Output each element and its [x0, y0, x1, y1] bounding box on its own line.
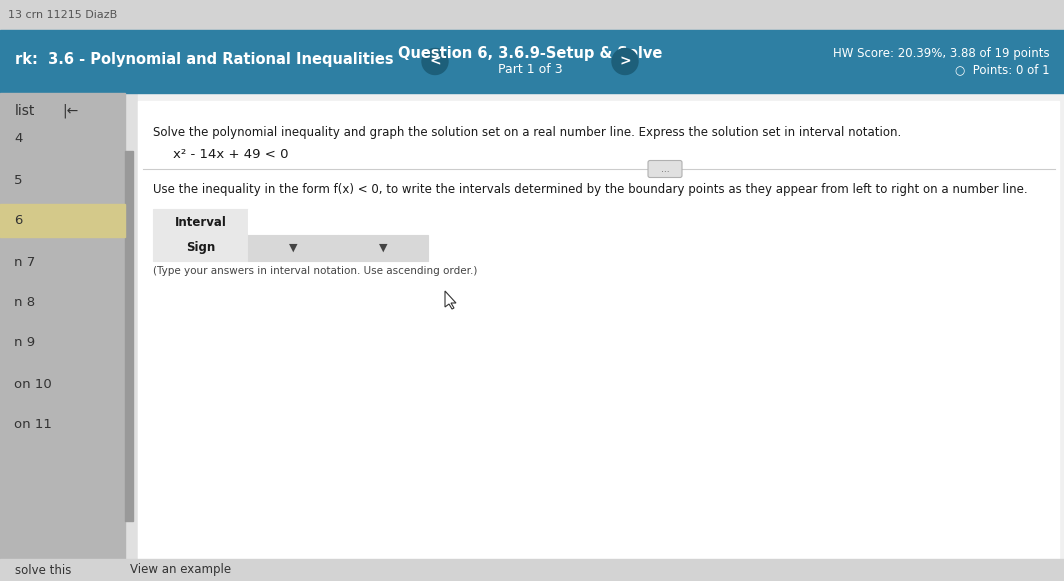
- Text: n 9: n 9: [14, 336, 35, 350]
- Text: on 10: on 10: [14, 378, 52, 390]
- Circle shape: [612, 48, 638, 74]
- Bar: [338, 235, 428, 261]
- Text: x² - 14x + 49 < 0: x² - 14x + 49 < 0: [173, 148, 288, 161]
- Text: Question 6, 3.6.9-Setup & Solve: Question 6, 3.6.9-Setup & Solve: [398, 46, 662, 61]
- Text: (Type your answers in interval notation. Use ascending order.): (Type your answers in interval notation.…: [153, 266, 478, 276]
- Text: solve this: solve this: [15, 564, 71, 576]
- Text: HW Score: 20.39%, 3.88 of 19 points: HW Score: 20.39%, 3.88 of 19 points: [833, 47, 1050, 60]
- Bar: [376, 214, 390, 230]
- Bar: [153, 209, 248, 235]
- Text: <: <: [429, 55, 440, 69]
- Text: ...: ...: [661, 164, 669, 174]
- Text: Use the inequality in the form f(x) < 0, to write the intervals determined by th: Use the inequality in the form f(x) < 0,…: [153, 183, 1028, 196]
- Bar: [124, 151, 133, 521]
- Bar: [153, 235, 248, 261]
- Polygon shape: [445, 291, 456, 309]
- Text: rk:  3.6 - Polynomial and Rational Inequalities: rk: 3.6 - Polynomial and Rational Inequa…: [15, 52, 394, 67]
- Bar: [138, 93, 1064, 581]
- Text: 13 crn 11215 DiazB: 13 crn 11215 DiazB: [9, 10, 117, 20]
- Text: 5: 5: [14, 174, 22, 188]
- Bar: [0, 204, 124, 237]
- Text: ▼: ▼: [379, 243, 387, 253]
- Text: list: list: [15, 104, 35, 118]
- Text: Sign: Sign: [186, 242, 215, 254]
- Bar: [248, 235, 338, 261]
- Bar: [248, 209, 338, 235]
- Text: n 8: n 8: [14, 296, 35, 310]
- Bar: [0, 30, 1064, 93]
- FancyBboxPatch shape: [648, 160, 682, 178]
- Text: 6: 6: [14, 214, 22, 228]
- Text: 4: 4: [14, 131, 22, 145]
- Bar: [0, 93, 124, 581]
- Text: ▼: ▼: [288, 243, 297, 253]
- Text: >: >: [619, 55, 631, 69]
- Text: ○  Points: 0 of 1: ○ Points: 0 of 1: [955, 63, 1050, 76]
- Circle shape: [422, 48, 448, 74]
- Bar: [286, 214, 300, 230]
- Text: Interval: Interval: [174, 216, 227, 228]
- Text: |←: |←: [62, 104, 79, 119]
- Text: Part 1 of 3: Part 1 of 3: [498, 63, 562, 76]
- Bar: [338, 209, 428, 235]
- Text: n 7: n 7: [14, 256, 35, 270]
- Text: View an example: View an example: [130, 564, 231, 576]
- Bar: [0, 559, 1064, 581]
- Text: Solve the polynomial inequality and graph the solution set on a real number line: Solve the polynomial inequality and grap…: [153, 126, 901, 139]
- Bar: [0, 0, 1064, 30]
- Bar: [138, 101, 1059, 561]
- Text: on 11: on 11: [14, 418, 52, 432]
